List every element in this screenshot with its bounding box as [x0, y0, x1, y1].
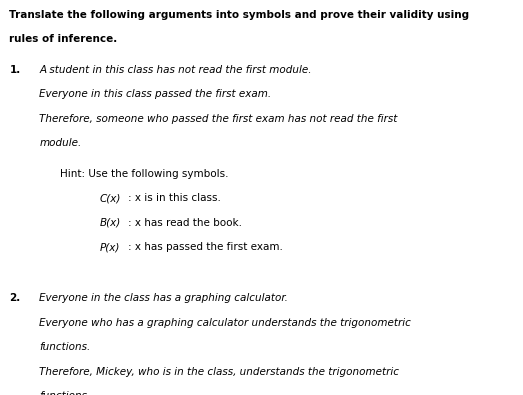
Text: C(x): C(x) [99, 193, 121, 203]
Text: Everyone in this class passed the first exam.: Everyone in this class passed the first … [39, 89, 271, 99]
Text: Everyone in the class has a graphing calculator.: Everyone in the class has a graphing cal… [39, 293, 288, 303]
Text: Everyone who has a graphing calculator understands the trigonometric: Everyone who has a graphing calculator u… [39, 318, 411, 328]
Text: : x has read the book.: : x has read the book. [128, 218, 242, 228]
Text: P(x): P(x) [99, 242, 120, 252]
Text: Therefore, someone who passed the first exam has not read the first: Therefore, someone who passed the first … [39, 114, 397, 124]
Text: A student in this class has not read the first module.: A student in this class has not read the… [39, 65, 312, 75]
Text: : x has passed the first exam.: : x has passed the first exam. [128, 242, 283, 252]
Text: B(x): B(x) [99, 218, 121, 228]
Text: Therefore, Mickey, who is in the class, understands the trigonometric: Therefore, Mickey, who is in the class, … [39, 367, 399, 377]
Text: : x is in this class.: : x is in this class. [128, 193, 221, 203]
Text: functions.: functions. [39, 342, 90, 352]
Text: rules of inference.: rules of inference. [9, 34, 118, 44]
Text: Translate the following arguments into symbols and prove their validity using: Translate the following arguments into s… [9, 10, 470, 20]
Text: Hint: Use the following symbols.: Hint: Use the following symbols. [60, 169, 229, 179]
Text: module.: module. [39, 138, 82, 148]
Text: 1.: 1. [9, 65, 21, 75]
Text: functions.: functions. [39, 391, 90, 395]
Text: 2.: 2. [9, 293, 21, 303]
